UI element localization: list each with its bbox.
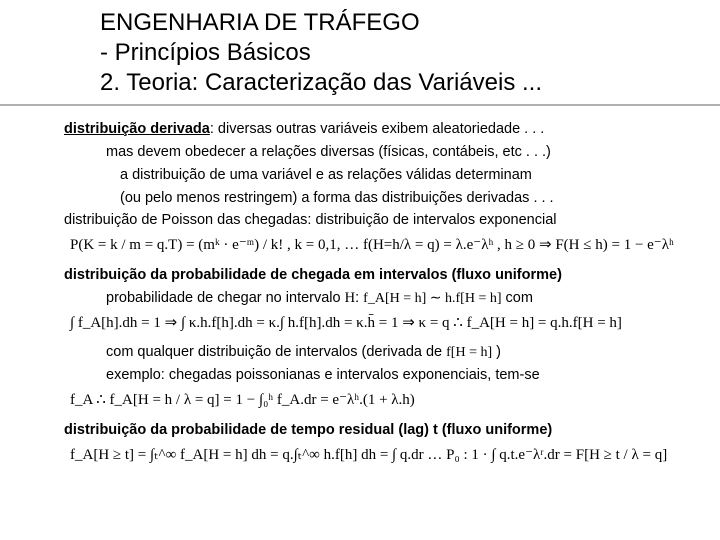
paragraph-9: exemplo: chegadas poissonianas e interva…: [64, 366, 704, 385]
formula-2-text: ∫ f_A[h].dh = 1 ⇒ ∫ κ.h.f[h].dh = κ.∫ h.…: [70, 315, 622, 331]
paragraph-8: com qualquer distribuição de intervalos …: [64, 343, 704, 362]
header-line-3: 2. Teoria: Caracterização das Variáveis …: [100, 68, 720, 98]
p8b: ): [492, 344, 501, 360]
slide-header: ENGENHARIA DE TRÁFEGO - Princípios Básic…: [0, 0, 720, 106]
header-line-2: - Princípios Básicos: [100, 38, 720, 68]
formula-residual: f_A[H ≥ t] = ∫ₜ^∞ f_A[H = h] dh = q.∫ₜ^∞…: [64, 446, 704, 466]
slide-content: distribuição derivada: diversas outras v…: [0, 106, 720, 465]
paragraph-10: distribuição da probabilidade de tempo r…: [64, 421, 704, 440]
paragraph-2: mas devem obedecer a relações diversas (…: [64, 143, 704, 162]
formula-integral-kappa: ∫ f_A[h].dh = 1 ⇒ ∫ κ.h.f[h].dh = κ.∫ h.…: [64, 314, 704, 334]
p7b: :: [355, 290, 363, 306]
paragraph-3: a distribuição de uma variável e as rela…: [64, 166, 704, 185]
inline-formula-b: f[H = h]: [446, 345, 492, 360]
formula-3-text: f_A ∴ f_A[H = h / λ = q] = 1 − ∫₀ʰ f_A.d…: [70, 392, 415, 408]
p7-H: H: [345, 290, 355, 306]
paragraph-7: probabilidade de chegar no intervalo H: …: [64, 289, 704, 308]
formula-poisson: P(K = k / m = q.T) = (mᵏ · e⁻ᵐ) / k! , k…: [64, 236, 704, 256]
lead-term-1: distribuição derivada: [64, 121, 210, 137]
inline-formula-a: f_A[H = h] ∼ h.f[H = h]: [363, 291, 501, 306]
p7c: com: [502, 290, 533, 306]
paragraph-6: distribuição da probabilidade de chegada…: [64, 266, 704, 285]
p1-rest: : diversas outras variáveis exibem aleat…: [210, 121, 544, 137]
header-line-1: ENGENHARIA DE TRÁFEGO: [100, 8, 720, 38]
formula-fa: f_A ∴ f_A[H = h / λ = q] = 1 − ∫₀ʰ f_A.d…: [64, 391, 704, 411]
paragraph-4: (ou pelo menos restringem) a forma das d…: [64, 189, 704, 208]
formula-4-text: f_A[H ≥ t] = ∫ₜ^∞ f_A[H = h] dh = q.∫ₜ^∞…: [70, 447, 667, 463]
formula-1-text: P(K = k / m = q.T) = (mᵏ · e⁻ᵐ) / k! , k…: [70, 237, 674, 253]
paragraph-5: distribuição de Poisson das chegadas: di…: [64, 211, 704, 230]
p7a: probabilidade de chegar no intervalo: [106, 290, 345, 306]
paragraph-derived-dist: distribuição derivada: diversas outras v…: [64, 120, 704, 139]
p8a: com qualquer distribuição de intervalos …: [106, 344, 446, 360]
